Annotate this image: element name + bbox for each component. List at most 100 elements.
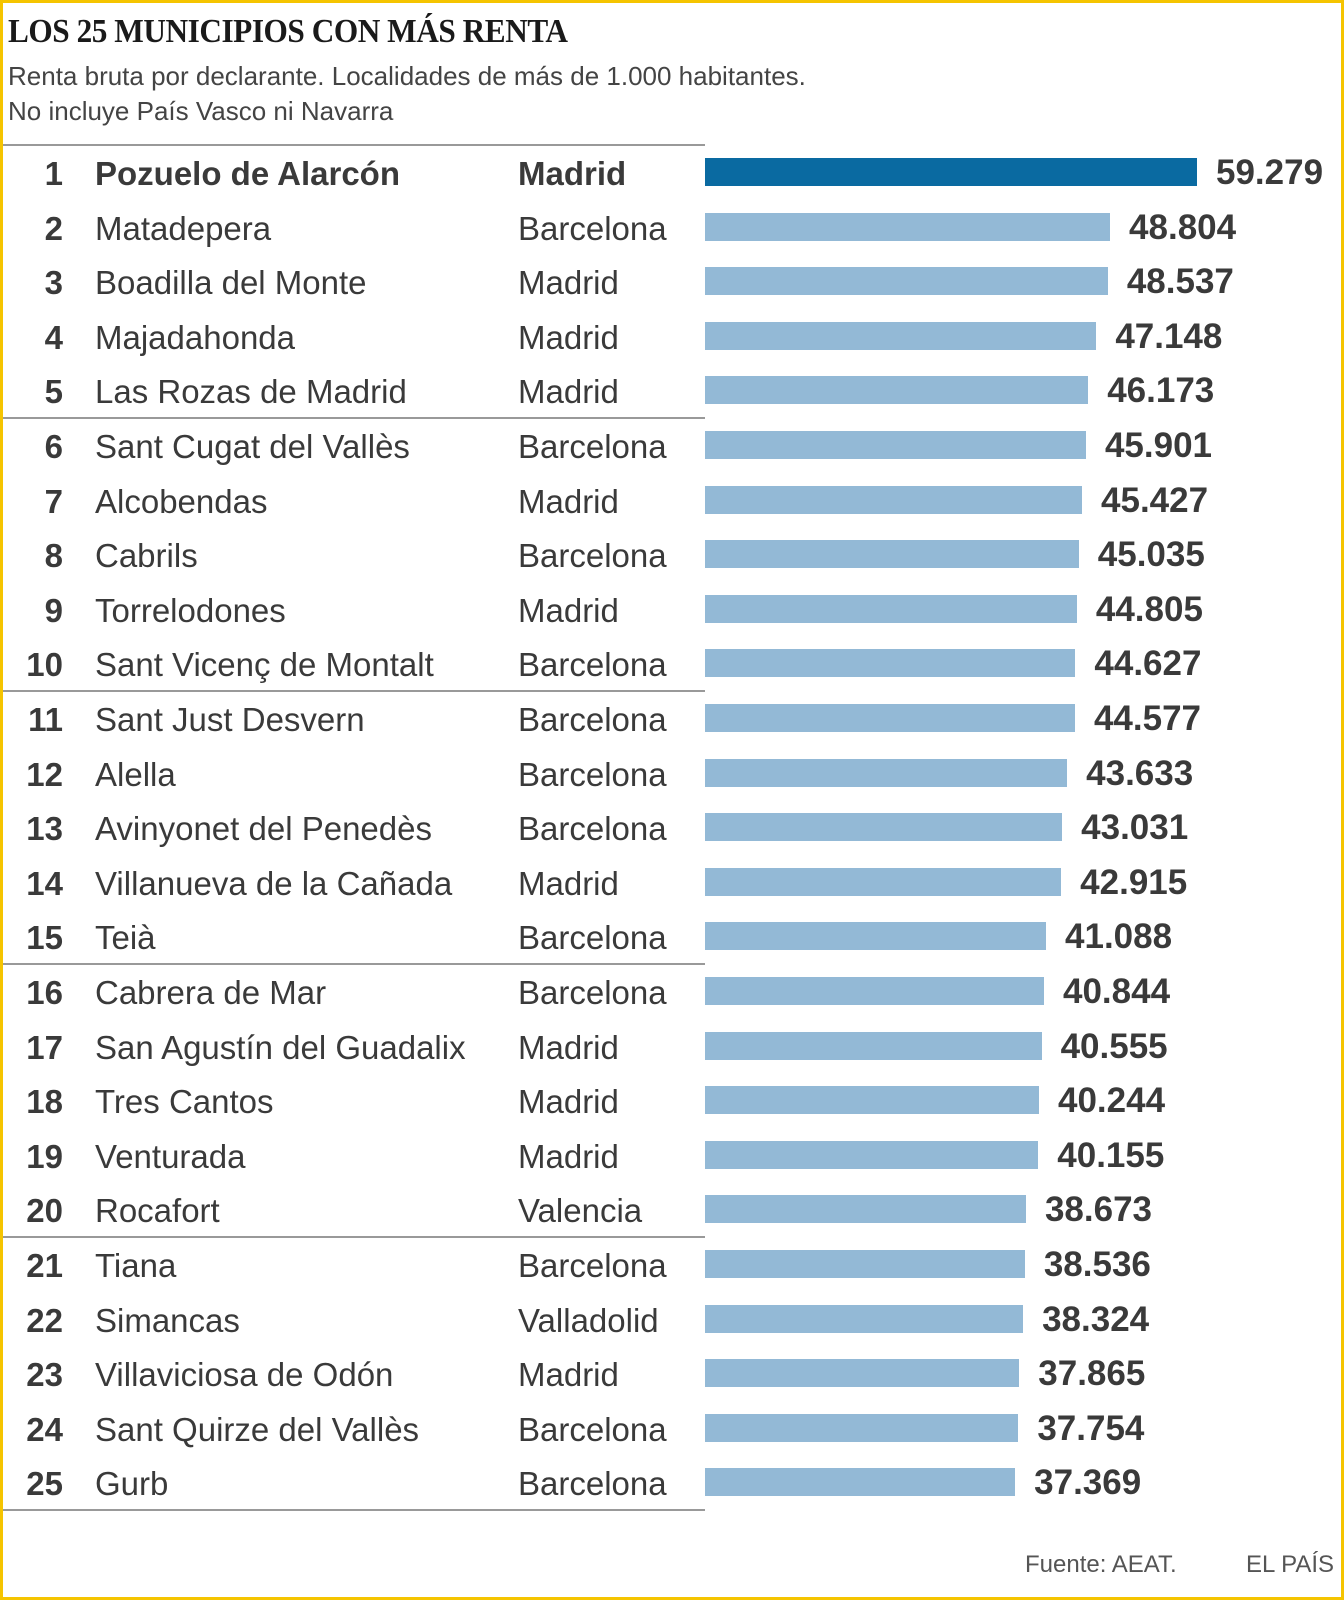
- bar: [705, 1195, 1026, 1224]
- table-row: 21 Tiana Barcelona 38.536: [3, 1237, 1341, 1291]
- rank-label: 15: [26, 919, 63, 957]
- province-label: Barcelona: [518, 701, 667, 738]
- rank-label: 21: [26, 1247, 63, 1284]
- bar: [705, 594, 1077, 623]
- municipality-label: Tiana: [95, 1247, 177, 1284]
- bar: [705, 376, 1089, 405]
- municipality-label: Boadilla del Monte: [95, 264, 367, 302]
- rank-label: 5: [44, 373, 63, 411]
- group-separator: [3, 1236, 705, 1238]
- province-label: Barcelona: [518, 1247, 667, 1284]
- table-row: 7 Alcobendas Madrid 45.427: [3, 473, 1341, 527]
- rank-label: 3: [44, 264, 63, 302]
- bar: [705, 1468, 1016, 1497]
- rank-label: 20: [26, 1192, 63, 1230]
- bar: [705, 1304, 1024, 1333]
- municipality-label: Las Rozas de Madrid: [95, 373, 407, 411]
- table-row: 17 San Agustín del Guadalix Madrid 40.555: [3, 1019, 1341, 1073]
- bar: [705, 977, 1044, 1005]
- table-row: 18 Tres Cantos Madrid 40.244: [3, 1073, 1341, 1127]
- bar: [705, 867, 1062, 896]
- municipality-label: Sant Just Desvern: [95, 701, 365, 738]
- province-label: Valladolid: [518, 1301, 659, 1339]
- table-row: 6 Sant Cugat del Vallès Barcelona 45.901: [3, 418, 1341, 472]
- table-row: 13 Avinyonet del Penedès Barcelona 43.031: [3, 800, 1341, 854]
- group-separator: [3, 690, 705, 692]
- province-label: Madrid: [518, 264, 619, 302]
- value-label: 43.031: [1081, 808, 1189, 848]
- chart-title: LOS 25 MUNICIPIOS CON MÁS RENTA: [8, 13, 568, 50]
- municipality-label: Simancas: [95, 1301, 240, 1339]
- municipality-label: Pozuelo de Alarcón: [95, 155, 400, 192]
- value-label: 45.427: [1101, 480, 1209, 520]
- municipality-label: Majadahonda: [95, 318, 295, 356]
- municipality-label: Villaviciosa de Odón: [95, 1356, 394, 1394]
- bar: [705, 158, 1197, 186]
- municipality-label: Torrelodones: [95, 591, 286, 629]
- province-label: Valencia: [518, 1192, 643, 1230]
- value-label: 45.901: [1104, 426, 1213, 465]
- province-label: Barcelona: [518, 537, 667, 575]
- publisher-credit: EL PAÍS: [1246, 1551, 1335, 1578]
- group-separator: [3, 417, 705, 419]
- rank-label: 14: [26, 864, 63, 902]
- province-label: Madrid: [518, 1083, 619, 1121]
- province-label: Barcelona: [518, 209, 667, 247]
- bar: [705, 1031, 1042, 1060]
- bar: [705, 267, 1108, 296]
- table-row: 15 Teià Barcelona 41.088: [3, 909, 1341, 963]
- table-row: 14 Villanueva de la Cañada Madrid 42.915: [3, 855, 1341, 909]
- rank-label: 10: [26, 646, 63, 684]
- province-label: Barcelona: [518, 974, 667, 1011]
- bar: [705, 1140, 1039, 1169]
- value-label: 37.369: [1034, 1463, 1142, 1503]
- rank-label: 12: [26, 755, 63, 793]
- province-label: Barcelona: [518, 755, 667, 793]
- municipality-label: Alella: [95, 755, 176, 793]
- rank-label: 2: [44, 209, 63, 247]
- table-row: 16 Cabrera de Mar Barcelona 40.844: [3, 964, 1341, 1018]
- bar: [705, 540, 1079, 569]
- group-separator: [3, 144, 705, 146]
- table-row: 4 Majadahonda Madrid 47.148: [3, 309, 1341, 363]
- rank-label: 23: [26, 1356, 63, 1394]
- province-label: Madrid: [518, 318, 619, 356]
- bar: [705, 1413, 1019, 1442]
- value-label: 59.279: [1216, 153, 1324, 192]
- table-row: 12 Alella Barcelona 43.633: [3, 746, 1341, 800]
- table-row: 24 Sant Quirze del Vallès Barcelona 37.754: [3, 1401, 1341, 1455]
- rank-label: 11: [28, 701, 63, 738]
- bar: [705, 321, 1097, 350]
- group-separator: [3, 963, 705, 965]
- municipality-label: Cabrera de Mar: [95, 974, 327, 1011]
- table-row: 25 Gurb Barcelona 37.369: [3, 1455, 1341, 1509]
- province-label: Madrid: [518, 591, 619, 629]
- table-row: 19 Venturada Madrid 40.155: [3, 1128, 1341, 1182]
- province-label: Madrid: [518, 1028, 619, 1066]
- province-label: Madrid: [518, 1356, 619, 1394]
- table-row: 23 Villaviciosa de Odón Madrid 37.865: [3, 1346, 1341, 1400]
- rank-label: 13: [26, 810, 63, 848]
- subtitle-line-1: Renta bruta por declarante. Localidades …: [8, 61, 806, 91]
- rank-label: 16: [26, 974, 63, 1011]
- rank-label: 7: [44, 482, 63, 520]
- table-row: 8 Cabrils Barcelona 45.035: [3, 527, 1341, 581]
- bar: [705, 758, 1068, 787]
- value-label: 40.244: [1058, 1081, 1166, 1121]
- municipality-label: Cabrils: [95, 537, 198, 575]
- bar: [705, 1250, 1025, 1278]
- value-label: 46.173: [1107, 371, 1215, 411]
- value-label: 40.155: [1057, 1135, 1165, 1175]
- province-label: Barcelona: [518, 428, 667, 465]
- bar: [705, 922, 1047, 951]
- municipality-label: Teià: [95, 919, 156, 957]
- value-label: 38.536: [1043, 1245, 1151, 1284]
- value-label: 37.754: [1037, 1408, 1145, 1448]
- municipality-label: Villanueva de la Cañada: [95, 864, 453, 902]
- value-label: 47.148: [1115, 316, 1223, 356]
- value-label: 38.324: [1042, 1299, 1150, 1339]
- province-label: Barcelona: [518, 1410, 667, 1448]
- municipality-label: Gurb: [95, 1465, 169, 1503]
- municipality-label: San Agustín del Guadalix: [95, 1028, 466, 1066]
- bar: [705, 649, 1076, 678]
